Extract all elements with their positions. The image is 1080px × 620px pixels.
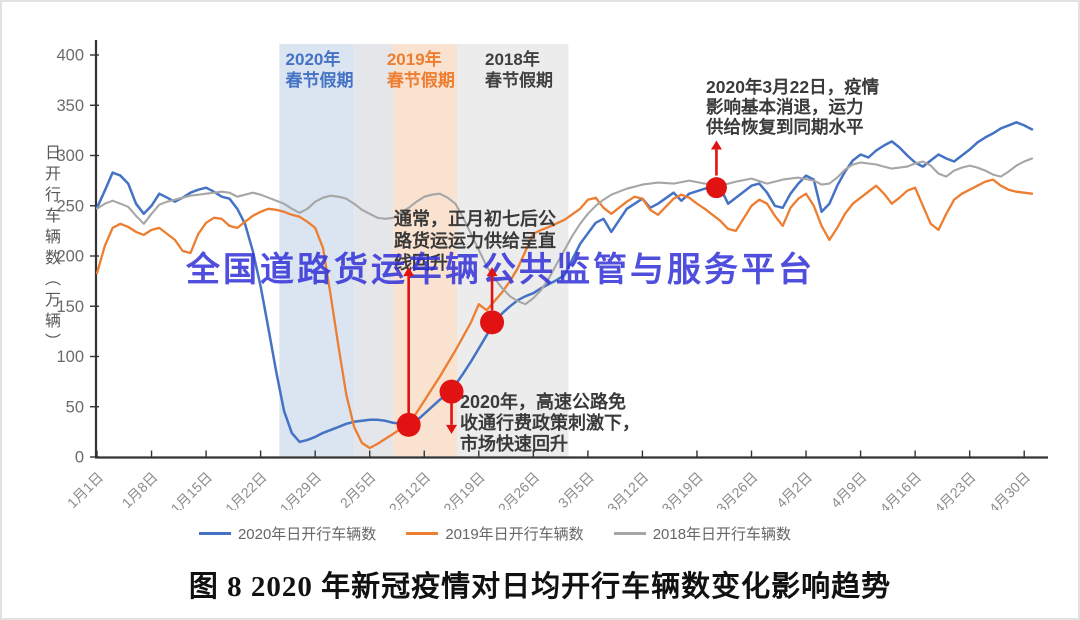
holiday-band (456, 44, 569, 458)
series-line-2019年 (95, 178, 1034, 450)
y-axis-title: 日开行车辆数（万辆） (42, 144, 59, 354)
y-tick-label: 50 (66, 398, 84, 416)
holiday-band-label: 2018年春节假期 (485, 49, 553, 90)
legend-swatch-2018 (613, 532, 646, 535)
y-tick-label: 350 (56, 97, 84, 115)
legend-label-2019: 2019年日开行车辆数 (445, 526, 584, 543)
figure-caption: 图 8 2020 年新冠疫情对日均开行车辆数变化影响趋势 (188, 571, 892, 603)
y-tick-label: 250 (56, 197, 84, 215)
legend-label-2020: 2020年日开行车辆数 (237, 526, 377, 543)
chart-legend: 2020年日开行车辆数 2019年日开行车辆数 2018年日开行车辆数 (2, 523, 1033, 544)
y-tick-label: 300 (56, 147, 84, 165)
legend-swatch-2020 (198, 532, 231, 535)
chart-annotation: 2020年，高速公路免 收通行费政策刺激下， 市场快速回升 (460, 392, 640, 454)
holiday-band-label: 2019年春节假期 (387, 49, 455, 90)
series-line-2018年 (95, 157, 1034, 306)
chart-annotation: 2020年3月22日，疫情 影响基本消退，运力 供给恢复到同期水平 (706, 77, 880, 137)
series-line-2020年 (95, 121, 1034, 444)
y-tick-label: 0 (75, 449, 84, 467)
y-tick-label: 100 (56, 348, 84, 366)
line-chart-canvas: 2020年春节假期 2019年春节假期 2018年春节假期 0 50 100 150 200 2… (56, 40, 1048, 510)
legend-swatch-2019 (406, 532, 439, 535)
legend-item-2018: 2018年日开行车辆数 (613, 523, 792, 544)
watermark-text: 全国道路货运车辆公共监管与服务平台 (186, 251, 815, 289)
y-tick-label: 150 (56, 298, 84, 316)
y-tick-label: 200 (56, 248, 84, 266)
holiday-band (279, 44, 355, 458)
y-tick-label: 400 (56, 47, 84, 65)
legend-item-2020: 2020年日开行车辆数 (198, 523, 377, 544)
legend-item-2019: 2019年日开行车辆数 (406, 523, 584, 544)
holiday-band (354, 44, 394, 458)
holiday-band-label: 2020年春节假期 (286, 49, 354, 90)
legend-label-2018: 2018年日开行车辆数 (652, 526, 792, 543)
